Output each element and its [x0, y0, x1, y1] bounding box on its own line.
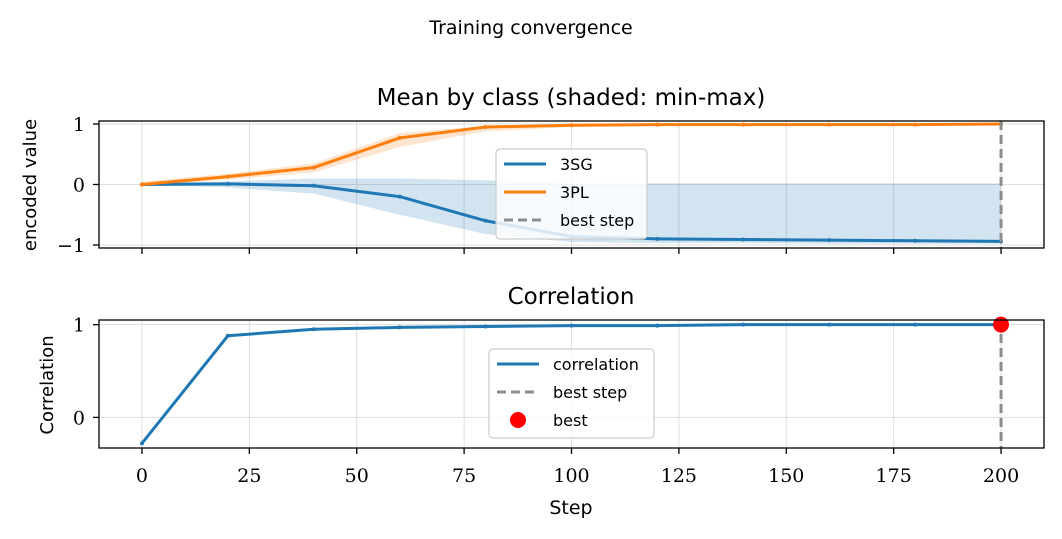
- data-point-correlation: [225, 333, 230, 338]
- band-3pl: [141, 124, 1002, 186]
- x-tick-label: 100: [553, 465, 589, 487]
- data-point-correlation: [139, 441, 144, 446]
- legend: correlation best step best: [488, 348, 655, 439]
- panel-title: Correlation: [508, 284, 635, 310]
- data-point-correlation: [397, 325, 402, 330]
- y-tick-label: 0: [73, 175, 85, 197]
- data-point-3sg: [655, 236, 660, 241]
- data-point-3pl: [397, 135, 402, 140]
- y-tick-label: 1: [73, 114, 85, 136]
- x-tick-label: 25: [237, 465, 261, 487]
- data-point-3pl: [913, 122, 918, 127]
- y-tick-label: −1: [57, 235, 85, 257]
- panel-mean-by-class: Mean by class (shaded: min-max) encoded …: [20, 85, 1045, 257]
- x-tick-label: 200: [983, 465, 1019, 487]
- legend: 3SG 3PL best step: [495, 148, 648, 240]
- legend-marker-best: [510, 412, 526, 428]
- legend-label-best-step: best step: [560, 211, 634, 230]
- y-axis-label: encoded value: [20, 119, 41, 251]
- panel-correlation: Correlation Correlation 0 25 50 75 100 125 150…: [37, 284, 1045, 519]
- figure-title: Training convergence: [428, 17, 632, 39]
- best-marker: [993, 316, 1010, 333]
- data-point-correlation: [913, 322, 918, 327]
- data-point-3pl: [139, 182, 144, 187]
- data-point-correlation: [569, 323, 574, 328]
- data-point-3pl: [569, 123, 574, 128]
- x-tick-label: 75: [452, 465, 476, 487]
- x-tick-label: 175: [876, 465, 912, 487]
- y-axis-label: Correlation: [37, 335, 58, 434]
- legend-box: [495, 148, 648, 240]
- panel-title: Mean by class (shaded: min-max): [377, 85, 766, 111]
- data-point-3pl: [225, 174, 230, 179]
- x-tick-label: 0: [136, 465, 148, 487]
- legend-box: [488, 348, 655, 439]
- data-point-correlation: [827, 322, 832, 327]
- y-tick-label: 0: [73, 407, 85, 429]
- data-point-3pl: [827, 122, 832, 127]
- x-tick-label: 125: [661, 465, 697, 487]
- data-point-correlation: [311, 327, 316, 332]
- y-tick-label: 1: [73, 315, 85, 337]
- data-point-correlation: [483, 324, 488, 329]
- x-tick-label: 50: [345, 465, 369, 487]
- legend-label-best: best: [553, 411, 588, 430]
- x-tick-label: 150: [768, 465, 804, 487]
- data-point-3sg: [483, 218, 488, 223]
- legend-label-3sg: 3SG: [560, 155, 593, 174]
- legend-label-correlation: correlation: [553, 355, 639, 374]
- data-point-3pl: [311, 165, 316, 170]
- data-point-3sg: [741, 237, 746, 242]
- data-point-3sg: [225, 181, 230, 186]
- data-point-correlation: [741, 322, 746, 327]
- data-point-3sg: [397, 194, 402, 199]
- x-axis-label: Step: [549, 497, 592, 519]
- data-point-3sg: [311, 183, 316, 188]
- data-point-correlation: [655, 323, 660, 328]
- data-point-3sg: [827, 238, 832, 243]
- data-point-3sg: [913, 238, 918, 243]
- legend-label-best-step: best step: [553, 383, 627, 402]
- data-point-3pl: [655, 122, 660, 127]
- data-point-3pl: [741, 122, 746, 127]
- data-point-3pl: [483, 125, 488, 130]
- legend-label-3pl: 3PL: [560, 183, 589, 202]
